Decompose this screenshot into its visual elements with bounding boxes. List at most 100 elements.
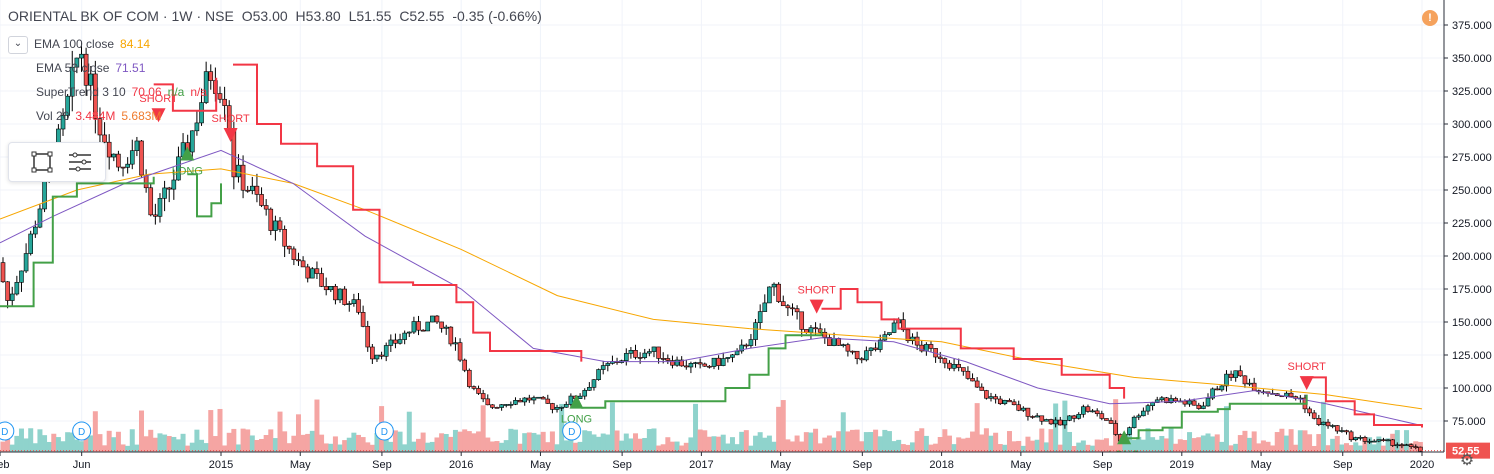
alert-icon[interactable]: ! [1422,10,1438,26]
ohlc-close: C52.55 [399,8,445,24]
candle-body [1362,437,1368,442]
candle-body [467,369,472,387]
candle-body [157,198,163,217]
volume-bar [9,444,15,452]
legend-value: 71.51 [115,61,146,75]
candle-body [1039,415,1045,422]
symbol-name[interactable]: ORIENTAL BK OF COM [8,8,159,24]
candle-body [1408,444,1414,447]
volume-bar [512,429,518,452]
candle-body [905,329,911,342]
candle-body [531,397,537,401]
volume-bar [32,443,38,452]
volume-bar [240,428,246,452]
candle-body [5,281,10,301]
volume-bar [60,441,66,452]
legend-volume[interactable]: Vol 20 3.484M 5.683M [8,104,213,128]
volume-bar [46,441,52,452]
candle-body [102,134,107,143]
rectangle-tool-icon[interactable] [29,149,55,175]
volume-bar [568,432,574,452]
candle-body [1381,439,1386,441]
candle-body [1358,437,1363,439]
candle-body [785,305,791,309]
gear-icon[interactable]: ⚙ [1459,452,1475,469]
volume-bar [1311,445,1317,452]
y-tick-label: 350.000 [1452,53,1492,65]
candle-body [513,400,518,405]
candle-body [1025,407,1031,417]
candle-body [1187,400,1192,405]
volume-bar [817,443,823,452]
volume-bar [1094,439,1100,452]
candle-body [947,362,952,369]
volume-bar [739,431,745,452]
candle-body [1390,439,1395,446]
volume-bar [1279,428,1285,452]
x-tick-label: May [1251,459,1272,471]
volume-bar [1136,436,1142,452]
volume-bar [18,428,24,452]
supertrend-short-line [1306,376,1423,428]
candle-body [471,386,477,389]
volume-bar [1039,428,1045,452]
candle-body [14,282,20,295]
volume-bar [965,437,971,452]
candle-body [799,311,805,330]
volume-bar [1127,429,1133,452]
candle-body [490,404,495,408]
candle-body [942,358,948,364]
volume-bar [1265,441,1271,452]
volume-bar [1191,438,1197,452]
volume-bar [1085,444,1091,452]
candle-body [499,404,504,408]
candle-body [291,248,297,260]
candle-body [988,396,994,399]
volume-bar [651,428,657,452]
interval[interactable]: 1W [171,8,193,24]
candle-body [753,322,758,340]
candle-body [9,293,15,301]
candle-body [739,344,745,352]
lines-menu-icon[interactable] [67,149,93,175]
volume-bar [614,430,620,452]
volume-bar [596,436,602,452]
volume-bar [1048,429,1054,452]
volume-bar [1348,445,1354,452]
candle-body [771,283,777,288]
legend-supertrend[interactable]: SuperTrend 3 10 70.06 n/a n/a [8,80,213,104]
volume-bar [771,441,777,452]
dividend-marker [0,421,15,441]
short-signal-arrow [223,128,238,142]
legend-ema50[interactable]: EMA 50 close 71.51 [8,56,213,80]
y-tick-label: 300.000 [1452,119,1492,131]
candle-body [974,380,980,388]
volume-bar [328,443,334,452]
volume-bar [1071,445,1077,452]
volume-bar [1367,437,1373,452]
candle-body [711,357,717,367]
dividend-marker [562,421,582,441]
candle-body [891,322,897,333]
supertrend-long-line [187,173,222,218]
volume-bar [1228,445,1234,452]
volume-bar [1131,440,1137,452]
candle-body [550,403,555,410]
candle-body [1076,414,1082,419]
volume-bar [609,402,615,452]
chevron-down-icon[interactable]: ⌄ [8,35,28,54]
candle-body [1099,413,1105,419]
volume-bar [951,444,957,452]
volume-bar [1371,444,1377,452]
legend-value: 84.14 [120,37,151,51]
candle-body [559,406,564,409]
volume-bar [402,444,408,452]
candle-body [485,398,491,406]
volume-bar [577,441,583,452]
volume-bar [605,434,611,452]
legend-ema100[interactable]: ⌄ EMA 100 close 84.14 [8,32,213,56]
dividend-marker [374,421,394,441]
y-tick-label: 200.000 [1452,251,1492,263]
symbol-header: ORIENTAL BK OF COM · 1W · NSE O53.00 H53.8… [8,8,542,24]
